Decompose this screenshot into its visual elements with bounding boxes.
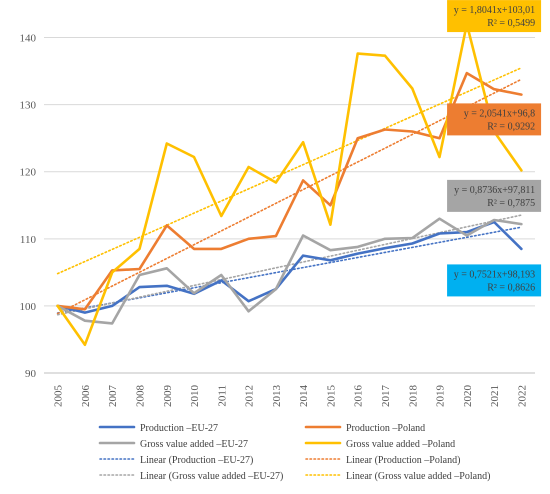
legend: Production –EU-27 Production –Poland Gross… (98, 423, 490, 482)
trendline-gross-value-added-poland (56, 67, 523, 275)
x-tick-label: 2007 (107, 385, 119, 408)
y-tick-label: 140 (20, 33, 37, 45)
x-tick-label: 2022 (516, 385, 528, 407)
equation-box-gross-value-added-eu-27: y = 0,8736x+97,811 R² = 0,7875 (447, 179, 542, 212)
x-tick-label: 2016 (353, 385, 365, 408)
legend-item-linear-production-eu-27: Linear (Production –EU-27) (99, 455, 253, 466)
y-tick-label: 90 (25, 368, 37, 380)
equation-box-background (447, 179, 542, 212)
series-line-production-poland (56, 71, 523, 311)
x-tick-label: 2019 (435, 385, 447, 408)
equation-text: y = 0,7521x+98,193 (454, 269, 535, 280)
equation-text: y = 1,8041x+103,01 (454, 5, 535, 16)
equation-box-background (447, 103, 542, 136)
legend-item-gross-value-added-poland: Gross value added –Poland (304, 439, 455, 450)
r-squared-text: R² = 0,8626 (487, 282, 535, 293)
x-tick-label: 2020 (462, 385, 474, 408)
legend-item-linear-gross-value-added-poland: Linear (Gross value added –Poland) (305, 471, 490, 482)
x-tick-label: 2015 (325, 385, 337, 408)
legend-item-linear-gross-value-added-eu-27: Linear (Gross value added –EU-27) (99, 471, 283, 482)
legend-item-linear-production-poland: Linear (Production –Poland) (305, 455, 460, 466)
y-tick-label: 130 (20, 100, 37, 112)
r-squared-text: R² = 0,5499 (487, 18, 535, 29)
x-tick-label: 2011 (216, 385, 228, 407)
legend-item-production-poland: Production –Poland (304, 423, 425, 434)
equation-annotations: y = 1,8041x+103,01 R² = 0,5499 y = 2,0541x… (447, 0, 542, 297)
r-squared-text: R² = 0,9292 (487, 121, 535, 132)
x-tick-label: 2005 (53, 385, 65, 408)
x-tick-label: 2009 (162, 385, 174, 408)
x-tick-label: 2006 (80, 385, 92, 408)
x-tick-label: 2008 (134, 385, 146, 408)
series-line-gross-value-added-poland (56, 22, 523, 347)
series-lines (56, 22, 523, 347)
equation-box-production-poland: y = 2,0541x+96,8 R² = 0,9292 (447, 103, 542, 136)
x-tick-label: 2013 (271, 385, 283, 408)
y-axis: 90 100 110 120 130 140 (20, 33, 37, 380)
legend-item-production-eu-27: Production –EU-27 (98, 423, 218, 434)
legend-label: Linear (Gross value added –EU-27) (140, 471, 283, 482)
equation-text: y = 2,0541x+96,8 (464, 108, 535, 119)
legend-label: Gross value added –Poland (346, 439, 455, 450)
legend-label: Linear (Production –EU-27) (140, 455, 253, 466)
legend-label: Production –EU-27 (140, 423, 218, 434)
series-line-production-eu-27 (56, 220, 523, 314)
x-tick-label: 2021 (489, 385, 501, 407)
x-tick-label: 2017 (380, 385, 392, 408)
series-line-gross-value-added-eu-27 (56, 217, 523, 325)
equation-text: y = 0,8736x+97,811 (454, 185, 535, 196)
equation-box-background (447, 264, 542, 297)
equation-box-production-eu-27: y = 0,7521x+98,193 R² = 0,8626 (447, 264, 542, 297)
equation-box-gross-value-added-poland: y = 1,8041x+103,01 R² = 0,5499 (447, 0, 542, 33)
trendline-production-poland (56, 78, 523, 315)
legend-label: Linear (Gross value added –Poland) (346, 471, 490, 482)
equation-box-background (447, 0, 542, 33)
x-tick-label: 2018 (407, 385, 419, 408)
r-squared-text: R² = 0,7875 (487, 198, 535, 209)
x-tick-label: 2012 (244, 385, 256, 407)
trendline-production-eu-27 (56, 226, 523, 314)
legend-item-gross-value-added-eu-27: Gross value added –EU-27 (98, 439, 248, 450)
x-tick-label: 2010 (189, 385, 201, 408)
y-tick-label: 110 (20, 234, 37, 246)
x-axis: 2005 2006 2007 2008 2009 2010 2011 2012 2013 2014… (44, 372, 535, 408)
y-tick-label: 100 (20, 301, 37, 313)
legend-label: Production –Poland (346, 423, 425, 434)
legend-label: Linear (Production –Poland) (346, 455, 460, 466)
x-tick-label: 2014 (298, 385, 310, 408)
legend-label: Gross value added –EU-27 (140, 439, 248, 450)
y-tick-label: 120 (20, 167, 37, 179)
